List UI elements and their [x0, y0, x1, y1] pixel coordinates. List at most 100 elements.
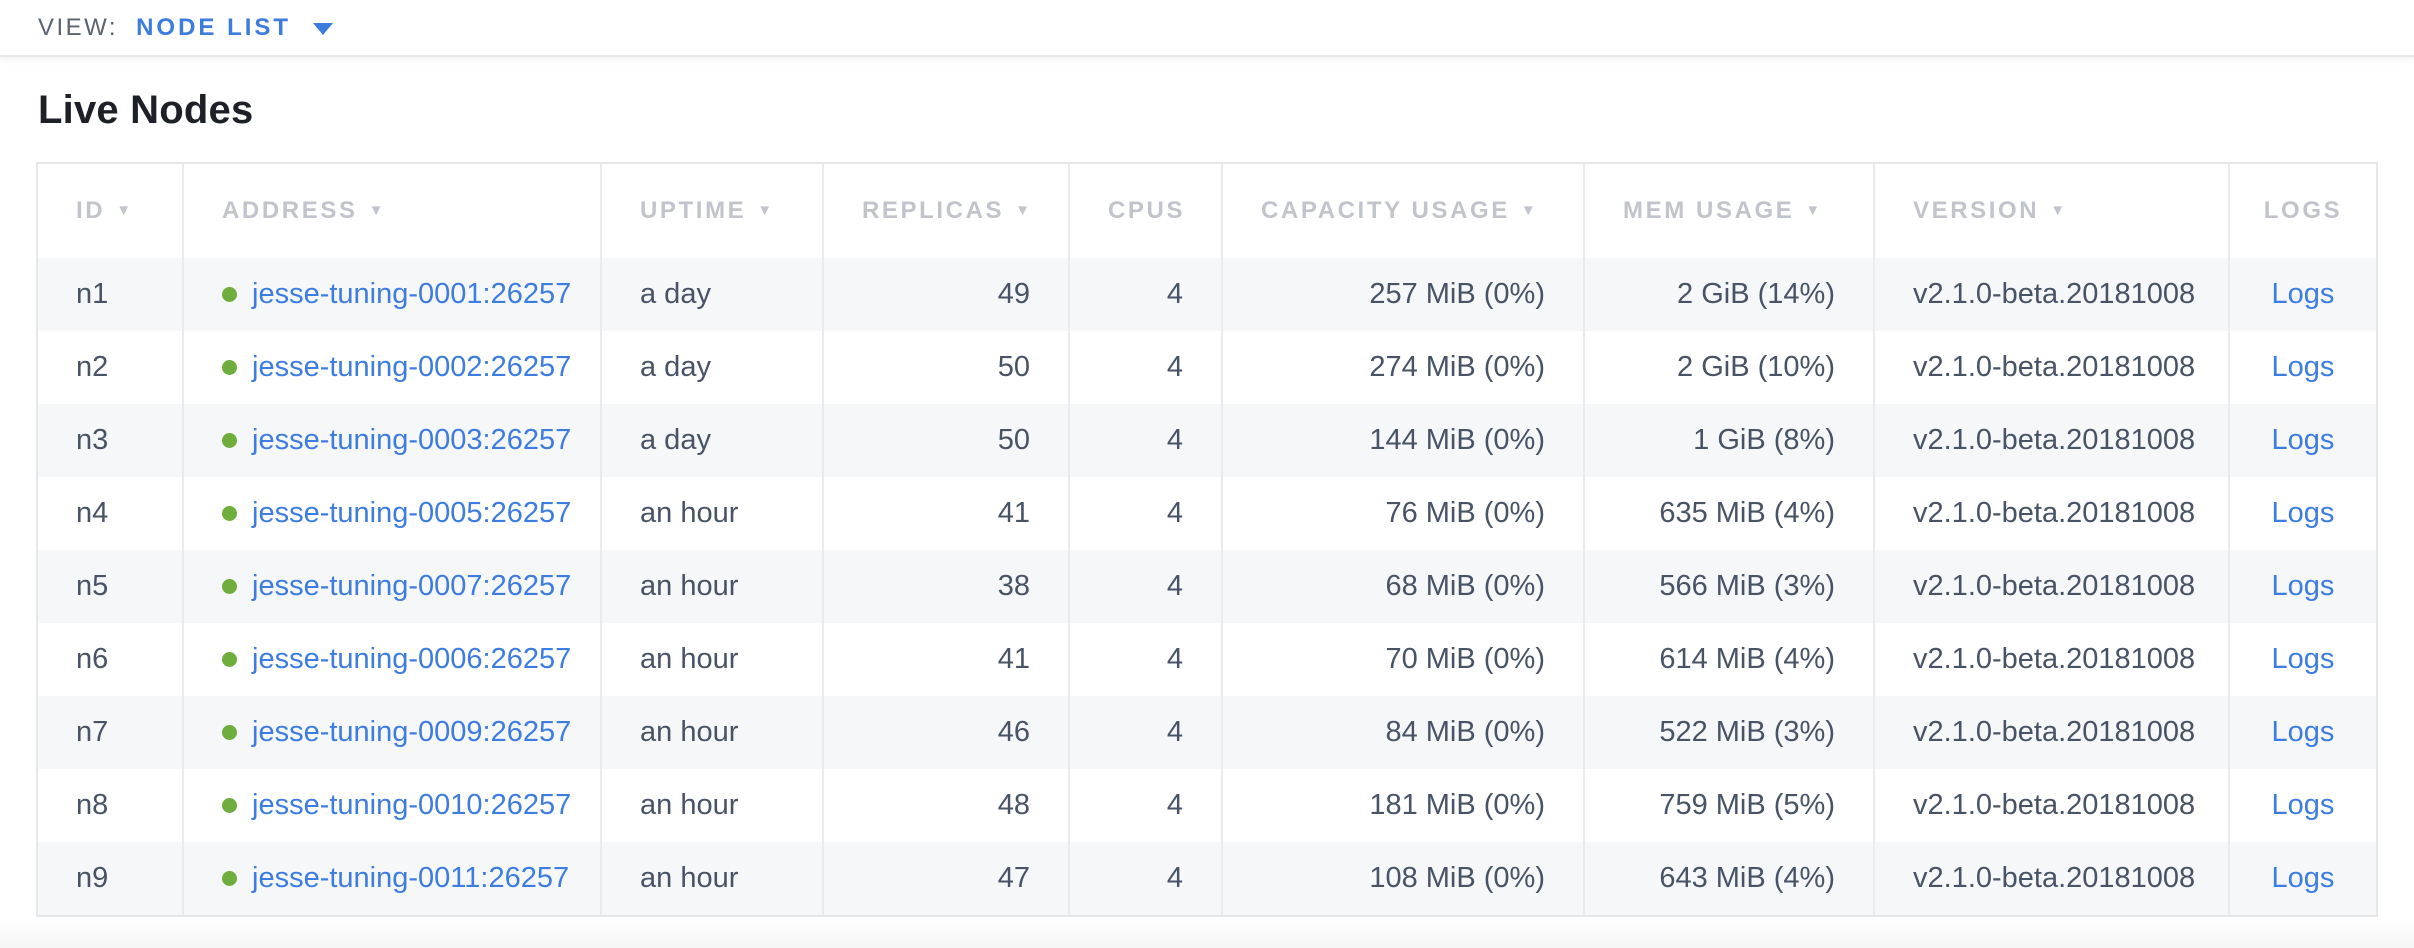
node-address-link[interactable]: jesse-tuning-0011:26257 [252, 862, 570, 894]
node-id-cell: n1 [38, 258, 184, 331]
node-address-cell: jesse-tuning-0002:26257 [184, 331, 602, 404]
logs-link[interactable]: Logs [2271, 716, 2335, 748]
table-row: n5 jesse-tuning-0007:26257 an hour 38 4 … [38, 550, 2376, 623]
node-live-status-dot-icon [222, 798, 237, 813]
node-replicas-cell: 49 [824, 258, 1070, 331]
node-capacity-usage-cell: 108 MiB (0%) [1223, 842, 1585, 915]
node-address-link[interactable]: jesse-tuning-0003:26257 [252, 424, 572, 456]
node-replicas-cell: 50 [824, 331, 1070, 404]
node-id-cell: n4 [38, 477, 184, 550]
logs-link[interactable]: Logs [2271, 570, 2335, 602]
node-version-cell: v2.1.0-beta.20181008 [1875, 842, 2230, 915]
node-address-link[interactable]: jesse-tuning-0010:26257 [252, 789, 572, 821]
view-bar: VIEW: NODE LIST [0, 0, 2414, 57]
node-logs-cell: Logs [2230, 477, 2376, 550]
column-header-label: MEM USAGE [1623, 197, 1795, 224]
node-mem-usage-cell: 635 MiB (4%) [1585, 477, 1875, 550]
node-id-cell: n8 [38, 769, 184, 842]
node-id-cell: n3 [38, 404, 184, 477]
node-live-status-dot-icon [222, 287, 237, 302]
node-uptime-cell: a day [602, 404, 824, 477]
sort-arrow-icon: ▼ [757, 201, 775, 219]
node-replicas-cell: 46 [824, 696, 1070, 769]
node-live-status-dot-icon [222, 360, 237, 375]
logs-link[interactable]: Logs [2271, 497, 2335, 529]
column-header-replicas[interactable]: REPLICAS ▼ [824, 164, 1070, 258]
logs-link[interactable]: Logs [2271, 643, 2335, 675]
column-header-label: CPUS [1108, 197, 1186, 224]
logs-link[interactable]: Logs [2271, 789, 2335, 821]
node-address-link[interactable]: jesse-tuning-0009:26257 [252, 716, 572, 748]
node-replicas-cell: 48 [824, 769, 1070, 842]
column-header-address[interactable]: ADDRESS ▼ [184, 164, 602, 258]
node-capacity-usage-cell: 274 MiB (0%) [1223, 331, 1585, 404]
node-version-cell: v2.1.0-beta.20181008 [1875, 477, 2230, 550]
table-row: n3 jesse-tuning-0003:26257 a day 50 4 14… [38, 404, 2376, 477]
node-address-link[interactable]: jesse-tuning-0001:26257 [252, 278, 572, 310]
node-version-cell: v2.1.0-beta.20181008 [1875, 404, 2230, 477]
column-header-label: CAPACITY USAGE [1261, 197, 1510, 224]
node-replicas-cell: 50 [824, 404, 1070, 477]
column-header-version[interactable]: VERSION ▼ [1875, 164, 2230, 258]
table-row: n9 jesse-tuning-0011:26257 an hour 47 4 … [38, 842, 2376, 915]
node-uptime-cell: a day [602, 258, 824, 331]
sort-arrow-icon: ▼ [368, 201, 387, 219]
node-address-link[interactable]: jesse-tuning-0002:26257 [252, 351, 572, 383]
node-id-cell: n9 [38, 842, 184, 915]
node-uptime-cell: an hour [602, 550, 824, 623]
node-capacity-usage-cell: 70 MiB (0%) [1223, 623, 1585, 696]
node-live-status-dot-icon [222, 433, 237, 448]
node-uptime-cell: a day [602, 331, 824, 404]
node-cpus-cell: 4 [1070, 550, 1223, 623]
node-address-link[interactable]: jesse-tuning-0005:26257 [252, 497, 572, 529]
node-id-cell: n2 [38, 331, 184, 404]
logs-link[interactable]: Logs [2271, 862, 2335, 894]
column-header-mem[interactable]: MEM USAGE ▼ [1585, 164, 1875, 258]
node-address-link[interactable]: jesse-tuning-0006:26257 [252, 643, 572, 675]
column-header-capacity[interactable]: CAPACITY USAGE ▼ [1223, 164, 1585, 258]
node-capacity-usage-cell: 257 MiB (0%) [1223, 258, 1585, 331]
column-header-id[interactable]: ID ▼ [38, 164, 184, 258]
node-logs-cell: Logs [2230, 550, 2376, 623]
column-header-label: VERSION [1913, 197, 2040, 224]
node-address-link[interactable]: jesse-tuning-0007:26257 [252, 570, 572, 602]
view-selector-dropdown[interactable]: NODE LIST [136, 13, 334, 42]
node-mem-usage-cell: 566 MiB (3%) [1585, 550, 1875, 623]
table-row: n2 jesse-tuning-0002:26257 a day 50 4 27… [38, 331, 2376, 404]
node-mem-usage-cell: 2 GiB (10%) [1585, 331, 1875, 404]
node-logs-cell: Logs [2230, 258, 2376, 331]
column-header-label: REPLICAS [862, 197, 1005, 224]
node-cpus-cell: 4 [1070, 769, 1223, 842]
table-body: n1 jesse-tuning-0001:26257 a day 49 4 25… [38, 258, 2376, 915]
view-label: VIEW: [38, 13, 119, 41]
node-replicas-cell: 38 [824, 550, 1070, 623]
column-header-cpus[interactable]: CPUS [1070, 164, 1223, 258]
node-cpus-cell: 4 [1070, 258, 1223, 331]
node-logs-cell: Logs [2230, 623, 2376, 696]
node-replicas-cell: 47 [824, 842, 1070, 915]
node-logs-cell: Logs [2230, 331, 2376, 404]
node-live-status-dot-icon [222, 871, 237, 886]
node-cpus-cell: 4 [1070, 404, 1223, 477]
node-live-status-dot-icon [222, 579, 237, 594]
node-address-cell: jesse-tuning-0007:26257 [184, 550, 602, 623]
logs-link[interactable]: Logs [2271, 424, 2335, 456]
live-nodes-table: ID ▼ ADDRESS ▼ UPTIME ▼ REPLICAS ▼ CPUS … [36, 162, 2378, 917]
node-version-cell: v2.1.0-beta.20181008 [1875, 331, 2230, 404]
node-logs-cell: Logs [2230, 696, 2376, 769]
table-row: n1 jesse-tuning-0001:26257 a day 49 4 25… [38, 258, 2376, 331]
node-capacity-usage-cell: 68 MiB (0%) [1223, 550, 1585, 623]
node-mem-usage-cell: 614 MiB (4%) [1585, 623, 1875, 696]
view-selected-value[interactable]: NODE LIST [136, 13, 292, 41]
column-header-uptime[interactable]: UPTIME ▼ [602, 164, 824, 258]
column-header-label: LOGS [2263, 197, 2343, 224]
node-version-cell: v2.1.0-beta.20181008 [1875, 623, 2230, 696]
column-header-logs[interactable]: LOGS [2230, 164, 2376, 258]
sort-arrow-icon: ▼ [1805, 201, 1823, 219]
node-cpus-cell: 4 [1070, 623, 1223, 696]
node-cpus-cell: 4 [1070, 696, 1223, 769]
node-address-cell: jesse-tuning-0005:26257 [184, 477, 602, 550]
node-capacity-usage-cell: 76 MiB (0%) [1223, 477, 1585, 550]
logs-link[interactable]: Logs [2271, 278, 2335, 310]
logs-link[interactable]: Logs [2271, 351, 2335, 383]
